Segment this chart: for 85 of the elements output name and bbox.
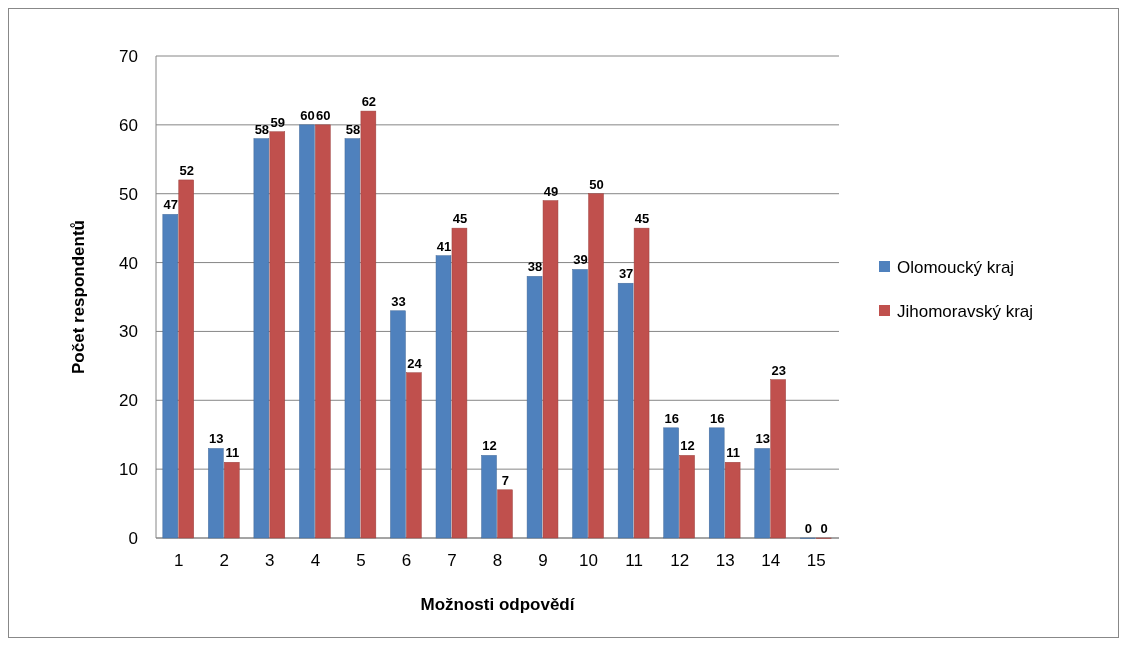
y-tick-label: 0 [128,528,138,548]
data-label: 7 [501,472,510,488]
bar [724,462,741,539]
data-label: 37 [618,266,634,282]
y-tick-label: 50 [119,184,138,204]
bar [178,179,194,539]
bar [497,489,513,539]
data-label: 12 [482,438,497,454]
bar [299,124,315,539]
data-label: 0 [820,521,828,536]
data-label: 58 [254,121,270,137]
legend-label: Olomoucký kraj [897,257,1015,277]
data-label: 52 [179,162,194,178]
bar [360,110,377,539]
x-tick-label: 8 [492,551,503,570]
data-label: 23 [771,362,786,378]
bar [679,455,695,539]
bar [708,427,725,539]
data-label: 60 [316,107,331,123]
bar [435,255,452,539]
bar [315,124,331,539]
bar [451,227,468,539]
x-axis-title: Možnosti odpovědí [420,595,576,614]
y-tick-label: 30 [119,322,138,342]
bar [526,276,543,539]
x-tick-label: 2 [219,551,230,570]
bar [542,200,559,539]
bar [633,227,650,539]
bar [617,282,634,539]
bar [754,448,770,539]
data-label: 11 [726,445,741,461]
bar [344,138,361,539]
x-tick-label: 1 [174,551,184,570]
x-tick-label: 4 [310,551,321,570]
data-label: 59 [270,114,286,130]
bar [481,455,497,539]
x-tick-label: 6 [401,551,412,570]
bar [208,448,224,539]
bar [390,310,406,539]
data-label: 38 [527,259,543,275]
bar [224,462,240,539]
data-label: 58 [345,121,361,137]
data-label: 24 [407,355,423,371]
data-label: 62 [361,94,377,110]
x-tick-label: 5 [356,551,366,570]
bar [406,372,422,539]
data-label: 60 [300,107,315,123]
data-label: 0 [804,521,812,536]
y-tick-label: 20 [119,391,138,411]
bar [663,427,679,539]
bar [253,138,270,539]
data-label: 45 [452,211,468,227]
y-tick-label: 60 [119,115,138,135]
x-tick-label: 10 [579,551,599,570]
x-tick-label: 9 [538,551,548,570]
data-label: 13 [755,431,770,447]
legend-label: Jihomoravský kraj [897,301,1034,321]
data-label: 33 [391,293,406,309]
data-label: 41 [436,238,452,254]
data-label: 49 [543,183,559,199]
data-label: 11 [225,445,240,461]
bar [162,214,179,539]
bar [572,269,588,539]
y-tick-label: 40 [119,253,138,273]
y-tick-label: 10 [119,460,138,480]
data-label: 45 [634,211,650,227]
data-label: 16 [664,410,679,426]
bar [588,193,604,539]
x-tick-label: 7 [447,551,457,570]
data-label: 13 [209,431,224,447]
bar [269,131,286,539]
y-axis-title: Počet respondentů [69,220,88,374]
data-label: 50 [589,176,604,192]
x-tick-label: 15 [806,551,826,570]
data-label: 39 [573,252,588,268]
bar [770,379,786,539]
x-tick-label: 13 [715,551,735,570]
y-tick-label: 70 [119,46,138,66]
x-tick-label: 14 [761,551,781,570]
x-tick-label: 3 [265,551,275,570]
x-tick-label: 12 [670,551,690,570]
data-label: 16 [709,410,725,426]
data-label: 47 [163,197,179,213]
data-label: 12 [680,438,695,454]
x-tick-label: 11 [625,551,643,570]
